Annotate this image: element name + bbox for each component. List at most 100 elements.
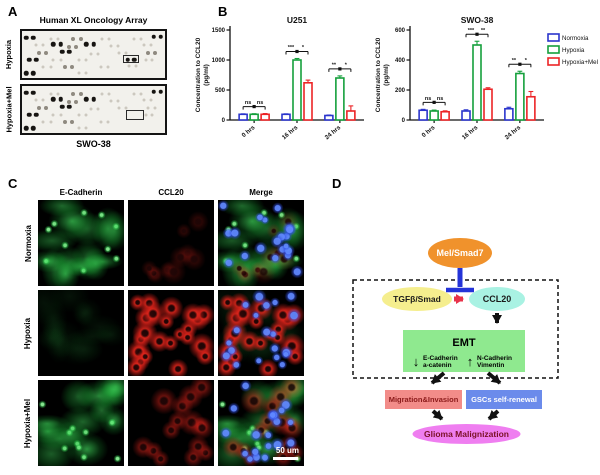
column-header-ccl20: CCL20 [158, 188, 184, 197]
array-dot [152, 50, 157, 55]
array-dot [71, 37, 76, 42]
array-dot [149, 43, 153, 47]
array-dot [41, 65, 45, 69]
array-dot [109, 99, 113, 103]
legend-swatch [547, 33, 560, 42]
micrograph-hypoxia-merge [218, 290, 304, 376]
svg-text:16 hrs: 16 hrs [281, 124, 300, 141]
array-dot [150, 58, 154, 62]
legend-label: Hypoxia [562, 47, 585, 54]
node-glioma [412, 424, 521, 444]
svg-text:**: ** [481, 28, 486, 34]
panel-letter-c: C [8, 176, 18, 191]
micrograph-normoxia-ecadherin [38, 200, 124, 286]
svg-text:0 hrs: 0 hrs [241, 124, 257, 139]
array-dot [37, 105, 42, 110]
bar [515, 72, 525, 121]
array-dot [56, 37, 60, 41]
svg-text:1500: 1500 [212, 28, 226, 34]
svg-text:**: ** [512, 58, 517, 64]
array-dot [89, 52, 93, 56]
array-dot [91, 96, 96, 102]
down-arrow-icon: ↓ [413, 354, 420, 369]
node-ccl20 [469, 287, 525, 311]
svg-text:***: *** [288, 45, 295, 51]
node-migration-label: Migration&Invasion [389, 395, 459, 404]
scale-bar [273, 457, 298, 460]
bar [249, 113, 259, 121]
bar [461, 110, 471, 121]
array-dot [62, 119, 67, 124]
blot-row-label-hypoxia: Hypoxia [4, 39, 14, 70]
array-dot [99, 120, 103, 124]
array-dot [151, 89, 156, 94]
array-dot [31, 90, 36, 95]
micrograph-hypoxia-mel-ccl20 [128, 380, 214, 466]
array-dot [44, 105, 49, 110]
bar [281, 113, 291, 121]
bar [324, 114, 334, 121]
node-gscs-label: GSCs self-renewal [471, 395, 537, 404]
array-dot [144, 113, 148, 117]
micrograph-hypoxia-mel-merge: 50 um [218, 380, 304, 466]
array-dot [99, 65, 103, 69]
node-tgfb-smad-label: TGFβ/Smad [393, 294, 441, 304]
bar [292, 59, 302, 121]
y-axis-label: Concentration to CCL20(pg/ml) [375, 37, 390, 112]
array-dot [70, 64, 75, 69]
array-dot [150, 113, 154, 117]
array-dot [34, 57, 39, 62]
array-dot [107, 37, 111, 41]
array-dot [24, 126, 29, 131]
array-dot [34, 98, 38, 102]
svg-text:24 hrs: 24 hrs [504, 124, 523, 141]
column-header-ecadherin: E-Cadherin [59, 188, 103, 197]
array-dot [116, 99, 120, 103]
array-dot [146, 106, 150, 110]
array-dot [144, 58, 148, 62]
array-dot [132, 57, 137, 62]
legend-swatch [547, 57, 560, 66]
array-dot [49, 92, 53, 96]
array-dot [59, 113, 63, 117]
svg-text:*: * [302, 45, 305, 51]
node-gscs-box [466, 390, 542, 409]
array-dot [74, 99, 79, 104]
svg-text:ns: ns [425, 96, 431, 102]
emt-down-item-1: E-Cadherin [423, 355, 458, 362]
array-dot [67, 44, 72, 49]
emt-up-item-1: N-Cadherin [477, 355, 512, 362]
svg-text:*: * [525, 58, 528, 64]
array-dot [107, 92, 111, 96]
micrograph-hypoxia-mel-ecadherin [38, 380, 124, 466]
svg-text:***: *** [468, 28, 475, 34]
array-dot [106, 120, 110, 124]
panel-letter-d: D [332, 176, 342, 191]
bar [472, 44, 482, 121]
bar [526, 95, 536, 121]
array-dot [59, 104, 65, 109]
highlight-box [125, 109, 145, 120]
array-dot [77, 126, 81, 130]
array-dot [96, 107, 100, 111]
array-dot [37, 50, 42, 55]
bar [429, 110, 439, 121]
cell-line-label: SWO-38 [76, 139, 111, 149]
array-dot [139, 37, 143, 41]
bar [335, 77, 345, 121]
svg-text:1000: 1000 [212, 58, 226, 64]
array-dot [78, 92, 83, 97]
array-dot [26, 112, 32, 117]
bar [303, 82, 313, 121]
micrograph-hypoxia-ccl20 [128, 290, 214, 376]
svg-text:ns: ns [257, 100, 263, 106]
array-dot [84, 58, 88, 62]
array-dot [142, 43, 146, 47]
array-dot [24, 71, 29, 76]
bar-chart-u251: U251 Concentration to CCL20(pg/ml) 0 500 100… [195, 15, 364, 141]
array-dot [41, 43, 45, 47]
svg-text:ns: ns [437, 96, 443, 102]
blot-row-label-hypoxia-mel: Hypoxia+Mel [4, 86, 14, 133]
node-migration-box [385, 390, 462, 409]
legend-label: Normoxia [562, 35, 589, 42]
